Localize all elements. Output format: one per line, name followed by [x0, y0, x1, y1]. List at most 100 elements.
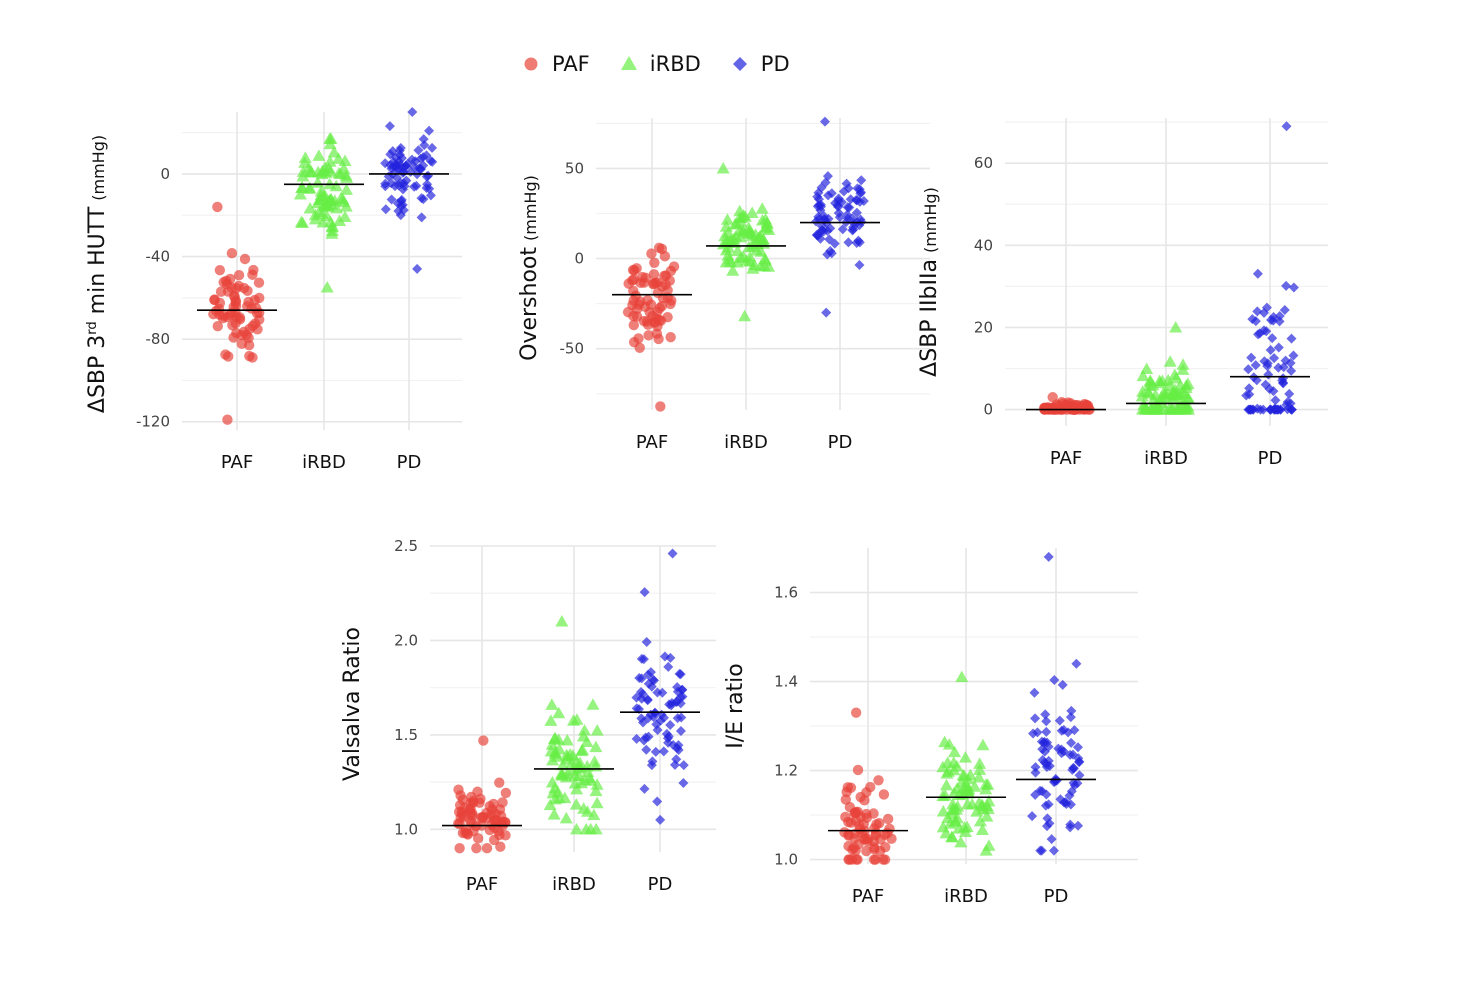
data-point-irbd [950, 782, 964, 794]
data-point-paf [659, 251, 671, 262]
data-point-pd [1247, 314, 1258, 325]
data-point-paf [873, 775, 884, 786]
y-axis-label: ΔSBP 3rd min HUTT (mmHg) [85, 135, 110, 413]
data-point-pd [1054, 715, 1065, 726]
data-point-irbd [955, 670, 969, 683]
data-point-pd [672, 743, 683, 754]
y-tick-label: 0 [983, 401, 993, 419]
data-point-pd [643, 669, 654, 680]
data-point-irbd [759, 212, 773, 225]
data-point-pd [1064, 790, 1075, 801]
data-point-irbd [936, 760, 950, 773]
data-point-irbd [312, 149, 326, 161]
data-point-paf [655, 401, 666, 412]
data-point-irbd [1143, 379, 1157, 391]
data-point-pd [1041, 716, 1052, 727]
data-point-irbd [736, 226, 750, 238]
data-point-pd [824, 234, 835, 245]
data-point-paf [209, 294, 220, 306]
data-point-irbd [960, 820, 974, 833]
data-point-irbd [324, 132, 338, 144]
data-point-pd [391, 172, 402, 183]
data-point-irbd [975, 823, 989, 835]
data-point-pd [658, 746, 669, 757]
data-point-pd [1260, 379, 1271, 390]
data-point-irbd [587, 808, 601, 821]
data-point-irbd [589, 740, 603, 753]
data-point-irbd [973, 757, 987, 769]
data-point-paf [1039, 402, 1050, 413]
data-point-irbd [552, 706, 566, 719]
data-point-paf [870, 827, 882, 838]
data-point-pd [833, 201, 844, 212]
y-axis-label-unit: (mmHg) [89, 135, 108, 201]
data-point-irbd [578, 723, 592, 736]
data-point-pd [1279, 305, 1290, 316]
y-axis-label-main: Overshoot [517, 247, 542, 361]
data-point-paf [651, 328, 663, 339]
data-point-pd [1278, 378, 1289, 389]
data-point-irbd [320, 209, 334, 221]
data-point-irbd [559, 811, 573, 824]
data-point-pd [1269, 353, 1280, 364]
data-point-pd [1027, 811, 1038, 822]
data-point-paf [252, 324, 263, 335]
data-point-irbd [716, 161, 730, 174]
y-tick-label: 1.0 [774, 851, 798, 869]
data-point-irbd [322, 161, 336, 174]
data-point-irbd [303, 181, 317, 194]
y-tick-label: 1.4 [774, 673, 798, 691]
data-point-pd [1267, 333, 1278, 344]
data-point-irbd [723, 234, 737, 247]
data-point-paf [236, 338, 247, 350]
data-point-irbd [973, 814, 987, 827]
data-point-pd [1049, 675, 1060, 686]
data-point-pd [1040, 709, 1051, 720]
y-tick-label: 40 [974, 236, 993, 254]
data-point-paf [649, 257, 660, 268]
data-point-paf [462, 829, 474, 840]
data-point-paf [879, 829, 891, 841]
data-point-paf [627, 264, 639, 276]
data-point-paf [852, 806, 863, 818]
data-point-paf [869, 842, 880, 853]
data-point-paf [481, 843, 493, 854]
x-tick-label: iRBD [302, 452, 346, 473]
data-point-pd [1282, 396, 1293, 407]
data-point-paf [500, 830, 511, 841]
data-point-pd [1246, 352, 1257, 363]
legend-item-paf: PAF [520, 52, 590, 76]
data-point-irbd [566, 749, 580, 761]
data-point-irbd [570, 782, 584, 795]
data-point-irbd [338, 154, 352, 167]
data-point-irbd [738, 309, 752, 322]
data-point-pd [1066, 705, 1077, 716]
x-tick-label: PAF [852, 886, 884, 907]
data-point-pd [818, 211, 829, 222]
x-tick-label: PAF [466, 874, 498, 895]
data-point-pd [639, 587, 650, 598]
data-point-pd [380, 204, 391, 215]
data-point-pd [1074, 770, 1085, 781]
data-point-paf [247, 352, 258, 363]
data-point-pd [1268, 315, 1279, 326]
data-point-irbd [943, 817, 957, 829]
data-point-pd [1263, 369, 1274, 380]
data-point-pd [380, 158, 391, 169]
data-point-paf [648, 269, 660, 280]
data-point-paf [628, 285, 639, 297]
data-point-pd [1046, 834, 1057, 845]
data-point-irbd [560, 734, 574, 746]
data-point-pd [397, 199, 408, 210]
data-point-paf [871, 819, 882, 830]
data-point-pd [631, 733, 642, 744]
data-point-paf [453, 784, 464, 795]
legend-key-pd [732, 57, 747, 71]
data-point-irbd [719, 255, 733, 268]
data-point-pd [1066, 737, 1077, 748]
data-point-paf [841, 786, 852, 798]
data-point-pd [851, 195, 862, 206]
data-point-pd [811, 229, 822, 240]
legend-key-paf [524, 57, 538, 71]
data-point-pd [819, 116, 830, 127]
